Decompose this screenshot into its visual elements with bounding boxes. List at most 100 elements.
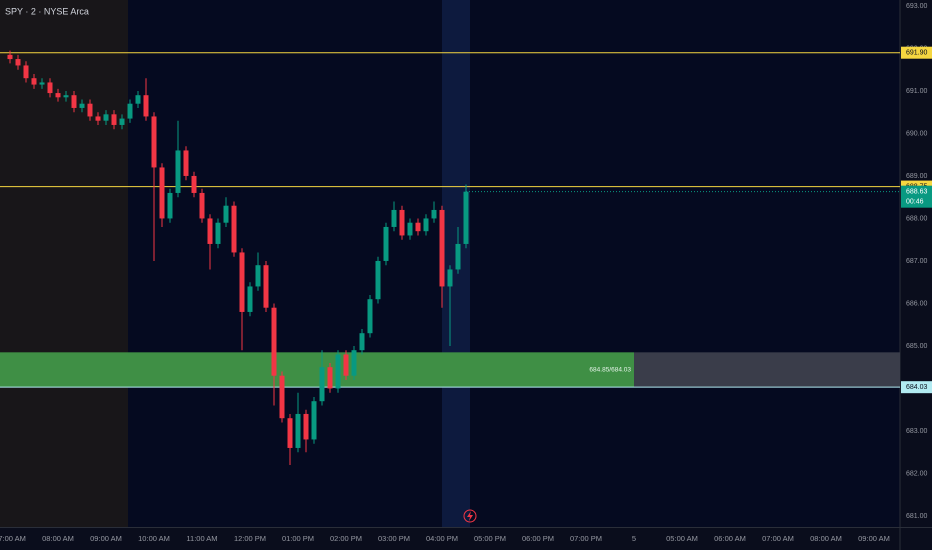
x-tick-label: 11:00 AM bbox=[186, 534, 217, 543]
candle-body bbox=[135, 95, 141, 104]
y-tick-label: 685.00 bbox=[906, 343, 928, 350]
x-tick-label: 05:00 AM bbox=[666, 534, 698, 543]
candle-body bbox=[343, 354, 349, 376]
x-tick-label: 09:00 AM bbox=[90, 534, 122, 543]
candle-body bbox=[143, 95, 149, 117]
candle-body bbox=[255, 265, 261, 287]
candle-body bbox=[391, 209, 397, 227]
x-tick-label: 06:00 AM bbox=[714, 534, 746, 543]
zone-label: 684.85/684.03 bbox=[589, 366, 631, 373]
y-tick-label: 682.00 bbox=[906, 470, 928, 477]
y-tick-label: 689.00 bbox=[906, 173, 928, 180]
candle-body bbox=[175, 150, 181, 193]
candle-body bbox=[463, 191, 469, 244]
x-tick-label: 06:00 PM bbox=[522, 534, 554, 543]
event-bolt bbox=[467, 511, 473, 521]
candle-body bbox=[247, 286, 253, 312]
x-tick-label: 08:00 AM bbox=[42, 534, 74, 543]
y-tick-label: 690.00 bbox=[906, 130, 928, 137]
candle-body bbox=[183, 150, 189, 176]
candle-body bbox=[335, 354, 341, 389]
candle-body bbox=[271, 307, 277, 376]
x-tick-label: 03:00 PM bbox=[378, 534, 410, 543]
x-tick-label: 02:00 PM bbox=[330, 534, 362, 543]
candle-body bbox=[431, 209, 437, 219]
candle-body bbox=[447, 269, 453, 287]
candle-body bbox=[231, 205, 237, 253]
candle-body bbox=[71, 95, 77, 108]
candle-body bbox=[191, 175, 197, 193]
y-tick-label: 693.00 bbox=[906, 3, 928, 10]
candle-body bbox=[215, 222, 221, 244]
candle-body bbox=[303, 413, 309, 440]
zone bbox=[0, 352, 634, 388]
candle-body bbox=[127, 103, 133, 119]
plot: 684.85/684.03 bbox=[0, 50, 900, 465]
candle-body bbox=[287, 418, 293, 448]
candle-body bbox=[207, 218, 213, 244]
candle-body bbox=[367, 299, 373, 334]
x-tick-label: 07:00 AM bbox=[0, 534, 26, 543]
candle-body bbox=[375, 260, 381, 300]
x-tick-label: 01:00 PM bbox=[282, 534, 314, 543]
candle-body bbox=[15, 59, 21, 66]
candle-body bbox=[311, 401, 317, 440]
candle-body bbox=[223, 205, 229, 223]
y-tick-label: 681.00 bbox=[906, 513, 928, 520]
candle-body bbox=[151, 116, 157, 168]
price-line-label: 691.90 bbox=[906, 50, 928, 57]
candle-body bbox=[327, 367, 333, 389]
event-icon bbox=[463, 509, 477, 523]
x-tick-label: 10:00 AM bbox=[138, 534, 170, 543]
x-tick-label: 05:00 PM bbox=[474, 534, 506, 543]
candle-body bbox=[359, 333, 365, 351]
candle-body bbox=[263, 265, 269, 308]
candle-body bbox=[111, 114, 117, 125]
x-tick-label: 04:00 PM bbox=[426, 534, 458, 543]
zone-price-label: 684.03 bbox=[906, 384, 928, 391]
x-tick-label: 07:00 PM bbox=[570, 534, 602, 543]
candle-body bbox=[199, 192, 205, 219]
candle-body bbox=[319, 367, 325, 402]
chart-title: SPY · 2 · NYSE Arca bbox=[5, 6, 89, 16]
premarket-shade bbox=[0, 0, 128, 527]
candle-body bbox=[39, 82, 45, 85]
zone-extension bbox=[634, 352, 900, 388]
candle-body bbox=[239, 252, 245, 312]
candle-body bbox=[407, 222, 413, 236]
candle-body bbox=[63, 95, 69, 98]
candle-body bbox=[47, 82, 53, 94]
x-tick-label: 09:00 AM bbox=[858, 534, 890, 543]
candle-body bbox=[119, 118, 125, 125]
session-shade bbox=[128, 0, 900, 527]
candle-body bbox=[159, 167, 165, 219]
candle-body bbox=[295, 413, 301, 448]
candle-body bbox=[95, 116, 101, 121]
price-line-box bbox=[901, 46, 932, 59]
zone-price-box bbox=[901, 381, 932, 394]
last-price-label: 688.63 bbox=[906, 189, 928, 196]
countdown-label: 00:46 bbox=[906, 199, 924, 206]
candle-body bbox=[7, 54, 13, 60]
x-tick-label: 08:00 AM bbox=[810, 534, 842, 543]
candle-body bbox=[79, 103, 85, 108]
candle-body bbox=[279, 375, 285, 419]
candle-body bbox=[455, 243, 461, 270]
y-tick-label: 688.00 bbox=[906, 215, 928, 222]
last-price-box bbox=[901, 185, 932, 208]
candle-body bbox=[103, 114, 109, 121]
y-tick-label: 687.00 bbox=[906, 258, 928, 265]
candle-body bbox=[351, 350, 357, 376]
x-tick-label: 5 bbox=[632, 534, 636, 543]
candle-body bbox=[87, 103, 93, 117]
candle-body bbox=[383, 226, 389, 261]
candle-body bbox=[55, 93, 61, 98]
candle-body bbox=[23, 65, 29, 79]
candle-body bbox=[423, 218, 429, 232]
y-tick-label: 683.00 bbox=[906, 428, 928, 435]
x-tick-label: 12:00 PM bbox=[234, 534, 266, 543]
x-tick-label: 07:00 AM bbox=[762, 534, 794, 543]
y-tick-label: 691.00 bbox=[906, 88, 928, 95]
candle-body bbox=[167, 192, 173, 219]
